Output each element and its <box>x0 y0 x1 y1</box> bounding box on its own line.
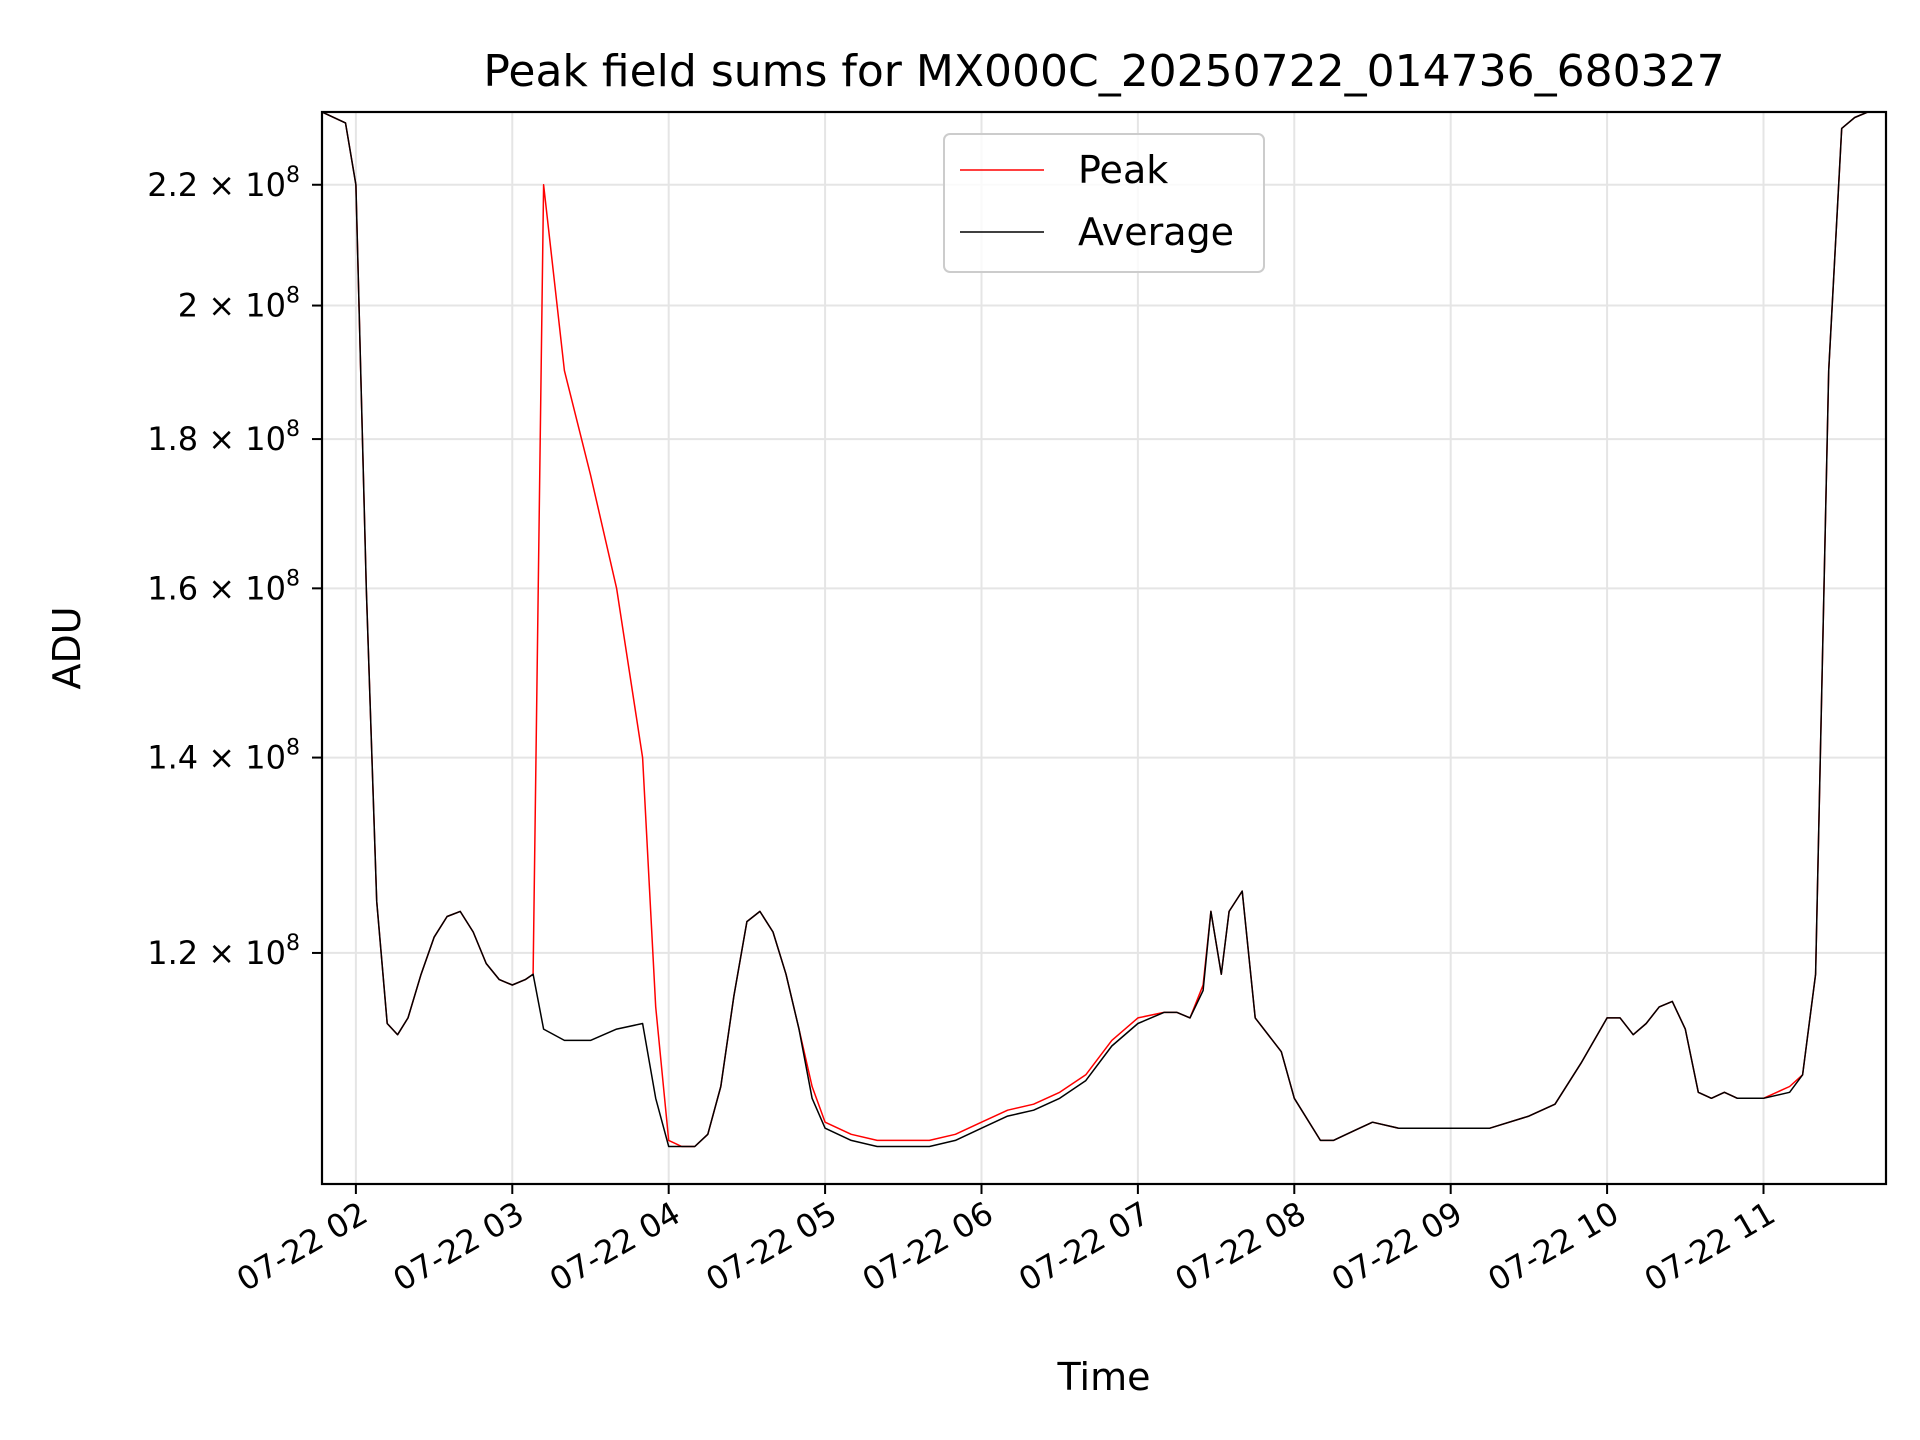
y-tick-label: 2 × 108 <box>178 284 300 325</box>
y-tick-label: 1.4 × 108 <box>147 736 300 777</box>
y-tick-label: 1.6 × 108 <box>147 566 300 607</box>
y-tick-label: 2.2 × 108 <box>147 163 300 204</box>
series-group <box>322 112 1886 1148</box>
grid <box>322 112 1886 1184</box>
legend: Peak Average <box>943 133 1265 273</box>
legend-label-peak: Peak <box>1078 148 1168 192</box>
y-tick-label: 1.2 × 108 <box>147 931 300 972</box>
series-line-average <box>322 112 1886 1148</box>
y-tick-label: 1.8 × 108 <box>147 417 300 458</box>
chart-title: Peak field sums for MX000C_20250722_0147… <box>483 46 1724 97</box>
x-axis-label: Time <box>1057 1355 1151 1399</box>
plot-frame <box>320 110 1888 1186</box>
legend-label-average: Average <box>1078 210 1234 254</box>
y-axis-ticks: 1.2 × 108 1.4 × 108 1.6 × 108 1.8 × 108 2 × … <box>147 163 322 972</box>
legend-box <box>943 133 1265 273</box>
y-axis-label: ADU <box>45 606 89 689</box>
